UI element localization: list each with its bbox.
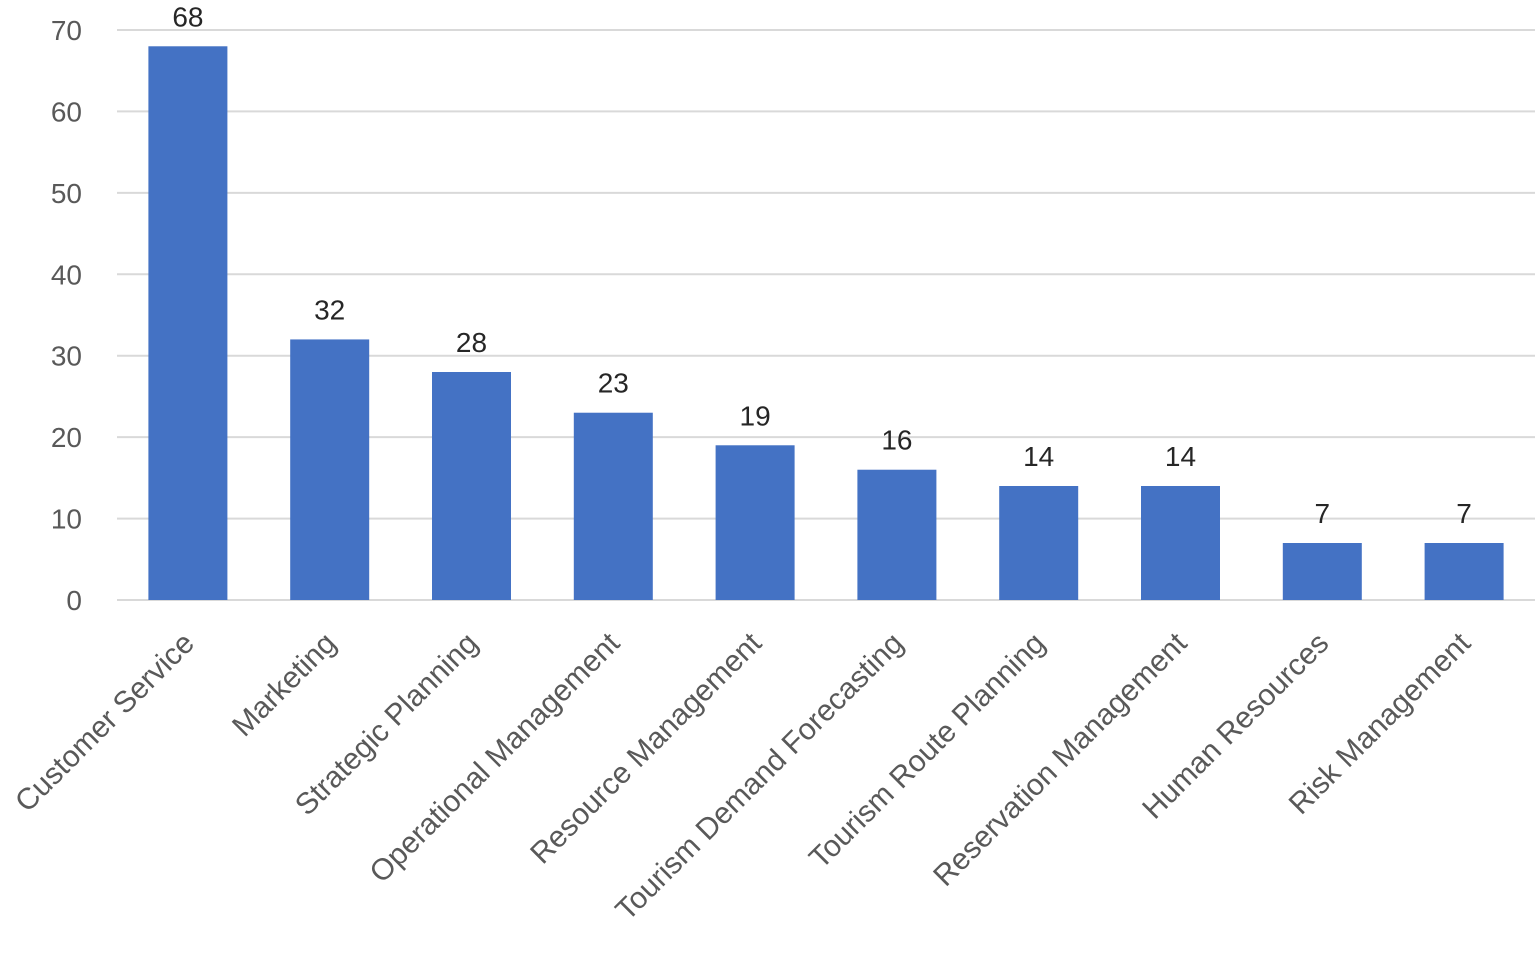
x-tick-label: Tourism Route Planning <box>803 627 1052 876</box>
data-label: 68 <box>172 1 203 32</box>
y-tick-label: 0 <box>66 585 82 616</box>
y-tick-label: 40 <box>51 259 82 290</box>
y-tick-label: 30 <box>51 341 82 372</box>
data-label: 28 <box>456 327 487 358</box>
bar-human-resources <box>1282 543 1362 600</box>
y-tick-label: 20 <box>51 422 82 453</box>
y-tick-label: 50 <box>51 178 82 209</box>
y-axis-tick-labels: 0 10 20 30 40 50 60 70 <box>51 15 82 616</box>
bar-tourism-route-planning <box>999 486 1079 600</box>
bar-resource-management <box>715 445 795 600</box>
bar-operational-management <box>573 412 653 600</box>
data-labels: 68 32 28 23 19 16 14 14 7 7 <box>172 1 1472 529</box>
x-tick-label: Reservation Management <box>927 626 1194 893</box>
data-label: 32 <box>314 294 345 325</box>
y-tick-label: 60 <box>51 96 82 127</box>
x-tick-label: Customer Service <box>9 627 201 819</box>
bar-reservation-management <box>1141 486 1220 600</box>
bar-marketing <box>290 339 370 600</box>
x-tick-label: Tourism Demand Forecasting <box>609 627 909 927</box>
data-label: 7 <box>1456 498 1472 529</box>
x-tick-label: Resource Management <box>524 626 768 870</box>
bar-tourism-demand-forecasting <box>857 469 937 600</box>
data-label: 14 <box>1023 441 1054 472</box>
data-label: 23 <box>598 368 629 399</box>
y-tick-label: 10 <box>51 504 82 535</box>
data-label: 16 <box>881 425 912 456</box>
y-tick-label: 70 <box>51 15 82 46</box>
bar-risk-management <box>1424 543 1504 600</box>
bars <box>148 46 1504 601</box>
bar-customer-service <box>148 46 228 601</box>
x-tick-label: Marketing <box>226 627 342 743</box>
data-label: 19 <box>740 400 771 431</box>
data-label: 14 <box>1165 441 1196 472</box>
data-label: 7 <box>1315 498 1331 529</box>
bar-strategic-planning <box>432 372 511 600</box>
x-tick-label: Operational Management <box>364 626 627 889</box>
